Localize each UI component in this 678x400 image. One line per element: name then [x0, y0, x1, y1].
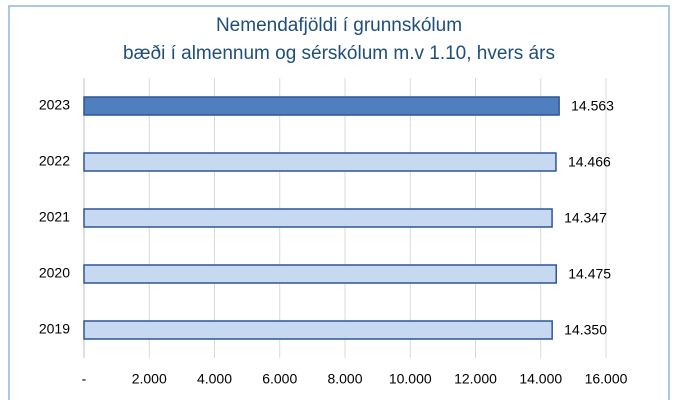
x-tick-label: 14.000	[519, 371, 562, 387]
y-tick-label: 2021	[39, 209, 70, 225]
x-tick-label: 8.000	[327, 371, 362, 387]
chart-frame	[8, 5, 670, 400]
data-label: 14.347	[564, 210, 607, 226]
data-label: 14.466	[568, 154, 611, 170]
data-label: 14.563	[571, 98, 614, 114]
bar	[83, 152, 557, 172]
x-tick-label: 6.000	[262, 371, 297, 387]
x-tick-label: 2.000	[132, 371, 167, 387]
bar	[83, 208, 553, 228]
bar	[83, 264, 557, 284]
bar	[83, 96, 560, 116]
y-tick-label: 2023	[39, 97, 70, 113]
chart-subtitle: bæði í almennum og sérskólum m.v 1.10, h…	[123, 43, 555, 64]
y-tick-label: 2020	[39, 265, 70, 281]
x-tick-label: 16.000	[585, 371, 628, 387]
x-tick-label: 12.000	[454, 371, 497, 387]
chart-title: Nemendafjöldi í grunnskólum	[216, 15, 462, 36]
y-tick-label: 2019	[39, 321, 70, 337]
x-tick-label: 10.000	[389, 371, 432, 387]
bar	[83, 320, 553, 340]
data-label: 14.475	[568, 266, 611, 282]
x-tick-label: -	[82, 371, 87, 387]
y-tick-label: 2022	[39, 153, 70, 169]
data-label: 14.350	[564, 322, 607, 338]
x-tick-label: 4.000	[197, 371, 232, 387]
